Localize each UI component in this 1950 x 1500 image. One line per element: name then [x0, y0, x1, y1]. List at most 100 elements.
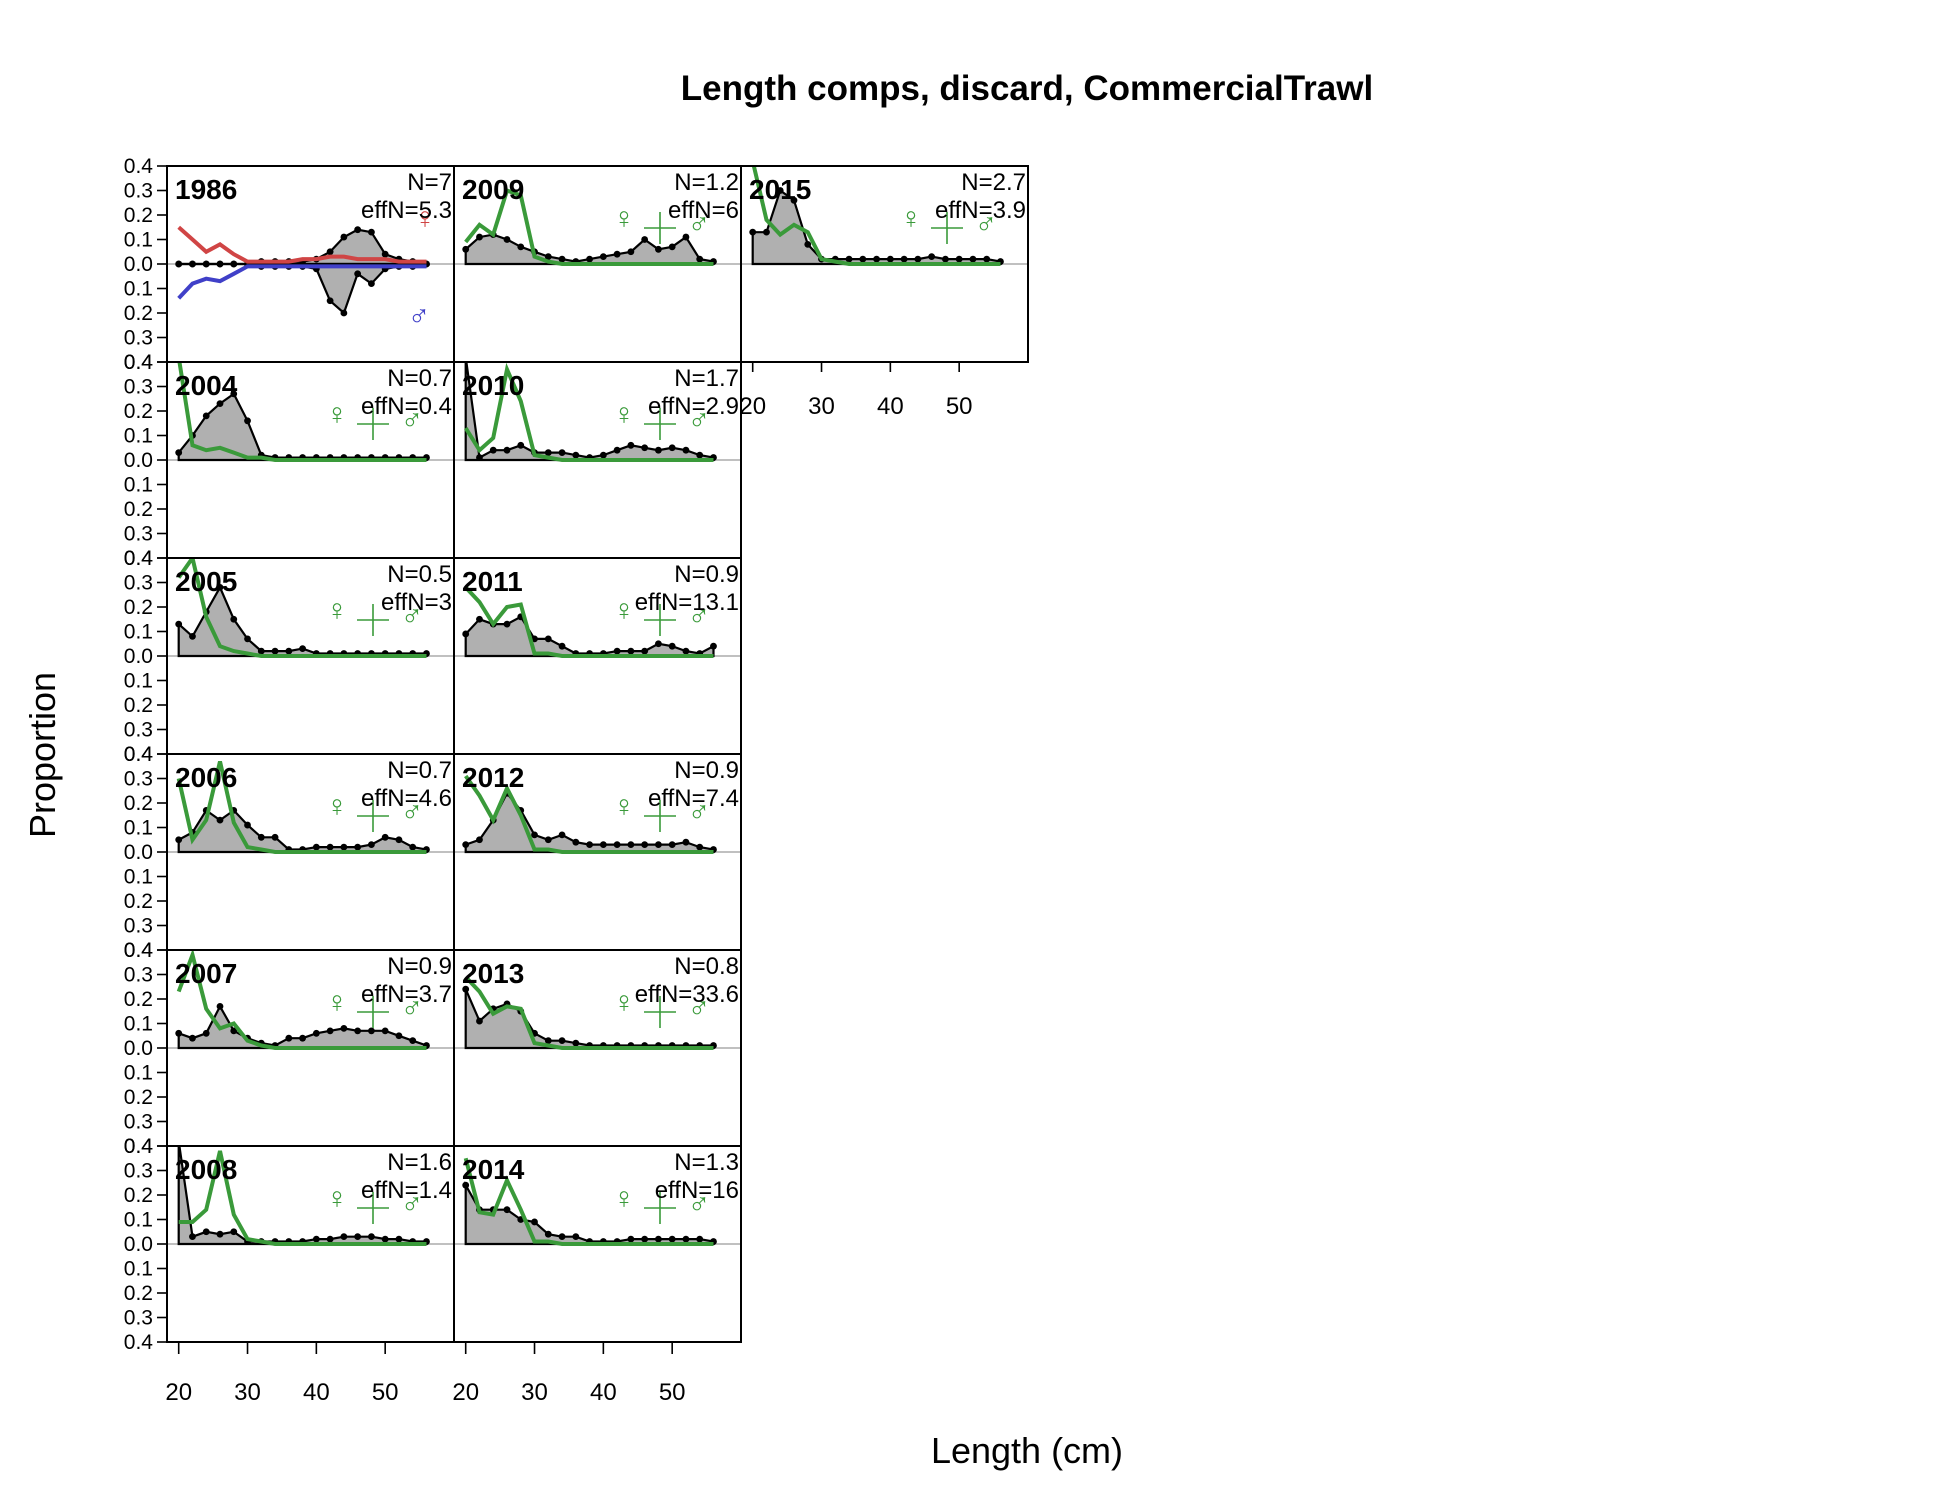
observed-point-combined-48 — [655, 640, 662, 648]
observed-point-combined-38 — [299, 645, 306, 653]
combined-symbol — [644, 604, 676, 636]
observed-point-combined-50 — [668, 444, 676, 452]
combined-symbol — [644, 800, 676, 832]
female-symbol: ♀ — [414, 202, 437, 235]
observed-point-combined-22 — [763, 228, 770, 236]
observed-point-combined-24 — [202, 1029, 210, 1037]
observed-point-combined-36 — [572, 838, 580, 846]
observed-point-combined-22 — [476, 615, 483, 623]
observed-point-combined-40 — [312, 1235, 320, 1243]
combined-symbol — [357, 996, 389, 1028]
panel-year-label: 2007 — [175, 958, 237, 989]
observed-point-combined-52 — [682, 647, 690, 655]
observed-point-male-22 — [189, 260, 196, 268]
observed-point-male-20 — [175, 260, 183, 268]
panel-2008: ♀ ♂2008 N=1.6effN=1.40.40.30.20.10.00.10.2… — [124, 1135, 455, 1406]
male-symbol: ♂ — [688, 600, 711, 633]
male-symbol: ♂ — [688, 1188, 711, 1221]
observed-point-combined-24 — [489, 446, 497, 454]
observed-point-combined-32 — [544, 253, 552, 261]
panel-effn-label: effN=0.4 — [361, 393, 452, 420]
female-symbol: ♀ — [326, 398, 349, 431]
observed-point-combined-34 — [558, 831, 566, 839]
panel-n-label: N=0.9 — [674, 757, 739, 784]
observed-point-combined-20 — [175, 836, 183, 844]
observed-point-combined-42 — [326, 1027, 334, 1035]
observed-point-combined-56 — [710, 642, 717, 650]
y-tick-label: 0.2 — [124, 694, 153, 717]
male-symbol: ♂ — [401, 600, 424, 633]
panel-plot-area — [454, 586, 741, 658]
observed-area-combined — [177, 808, 428, 854]
combined-symbol — [357, 1192, 389, 1224]
y-tick-label: 0.1 — [124, 866, 153, 889]
combined-symbol — [644, 996, 676, 1028]
x-tick-label: 50 — [946, 393, 973, 420]
expected-line-combined — [464, 975, 714, 1050]
observed-point-combined-44 — [340, 1233, 348, 1241]
observed-point-combined-48 — [368, 1233, 375, 1241]
observed-point-combined-54 — [696, 843, 704, 851]
observed-area-combined — [464, 233, 715, 266]
panel-year-label: 2010 — [462, 370, 524, 401]
observed-point-combined-48 — [368, 1027, 375, 1035]
observed-point-combined-54 — [409, 1037, 417, 1045]
panel-plot-area — [454, 187, 741, 266]
observed-point-combined-44 — [340, 843, 348, 851]
observed-point-combined-30 — [244, 635, 251, 643]
observed-point-combined-26 — [503, 236, 511, 243]
observed-point-combined-42 — [326, 843, 334, 851]
male-symbol: ♂ — [401, 1188, 424, 1221]
y-tick-label: 0.4 — [124, 939, 154, 962]
y-tick-label: 0.3 — [124, 572, 153, 595]
y-tick-label: 0.4 — [124, 1331, 154, 1354]
y-tick-label: 0.2 — [124, 1282, 153, 1305]
y-tick-label: 0.1 — [124, 278, 153, 301]
panels-group: ♀♂1986 N=7effN=5.30.40.30.20.10.00.10.20.… — [124, 155, 1029, 1406]
y-tick-label: 0.3 — [124, 180, 153, 203]
y-tick-label: 0.4 — [124, 547, 154, 570]
observed-point-combined-52 — [395, 1032, 403, 1040]
observed-point-combined-46 — [354, 1027, 362, 1035]
female-symbol: ♀ — [613, 594, 636, 627]
observed-point-combined-48 — [655, 245, 662, 253]
y-tick-label: 0.1 — [124, 1258, 153, 1281]
observed-point-combined-46 — [641, 444, 649, 452]
observed-area-combined — [464, 988, 715, 1050]
panel-plot-area — [167, 950, 454, 1050]
panel-n-label: N=1.6 — [387, 1149, 452, 1176]
y-tick-label: 0.3 — [124, 1160, 153, 1183]
y-tick-label: 0.4 — [124, 155, 154, 178]
observed-point-combined-34 — [271, 833, 279, 841]
observed-point-combined-54 — [409, 843, 417, 851]
x-tick-label: 50 — [659, 1379, 686, 1406]
panel-border — [740, 165, 1029, 363]
observed-point-combined-52 — [395, 836, 403, 844]
panel-plot-area — [167, 1146, 454, 1246]
observed-point-combined-34 — [558, 1233, 566, 1241]
observed-point-combined-40 — [599, 451, 607, 459]
observed-point-combined-46 — [641, 647, 649, 655]
observed-point-combined-44 — [340, 1025, 348, 1032]
observed-point-combined-48 — [655, 446, 662, 454]
observed-point-combined-20 — [462, 630, 470, 638]
observed-point-combined-42 — [613, 446, 621, 454]
y-axis-label: Proportion — [22, 672, 63, 838]
observed-point-combined-38 — [586, 255, 593, 263]
observed-point-combined-50 — [668, 1235, 676, 1243]
observed-point-combined-24 — [202, 412, 210, 420]
observed-point-combined-46 — [928, 253, 936, 261]
observed-point-combined-54 — [983, 255, 991, 263]
y-tick-label: 0.1 — [124, 621, 153, 644]
observed-point-combined-20 — [175, 1029, 183, 1037]
observed-point-male-46 — [354, 270, 362, 278]
combined-symbol — [931, 212, 963, 244]
panel-n-label: N=0.9 — [674, 561, 739, 588]
y-tick-label: 0.3 — [124, 1111, 153, 1134]
panel-plot-area — [741, 166, 1028, 266]
expected-line-combined — [751, 166, 1001, 266]
observed-point-combined-28 — [230, 1027, 238, 1035]
y-tick-label: 0.4 — [124, 351, 154, 374]
observed-area-combined — [177, 392, 428, 462]
